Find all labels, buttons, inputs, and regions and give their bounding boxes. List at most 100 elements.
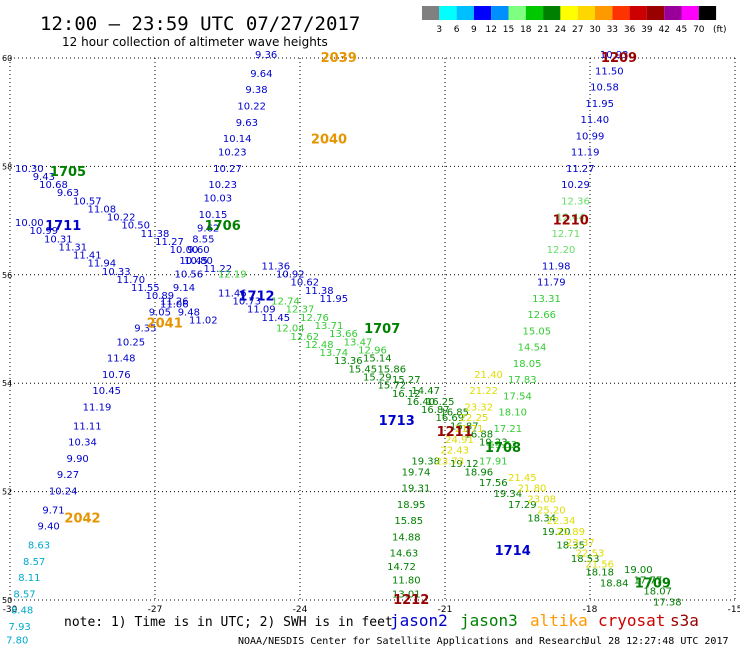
wave-height-label: 11.27 — [155, 237, 184, 248]
wave-height-label: 11.95 — [320, 294, 349, 305]
y-tick-label: 56 — [2, 271, 12, 280]
wave-height-label: 12.71 — [552, 229, 581, 240]
wave-height-label: 21.45 — [508, 473, 537, 484]
pass-label: 1212 — [393, 593, 429, 608]
wave-height-label: 19.74 — [402, 467, 431, 478]
wave-height-label: 11.50 — [595, 66, 624, 77]
pass-label: 2041 — [147, 317, 183, 332]
pass-labels: 2039 2040 1705 1706 1711 1712 2041 1707 1713 1211… — [45, 51, 671, 608]
wave-height-label: 9.63 — [57, 188, 79, 199]
wave-height-label: 10.03 — [204, 194, 233, 205]
wave-height-label: 11.46 — [218, 288, 247, 299]
colorbar-swatch — [681, 6, 699, 20]
colorbar-swatch — [439, 6, 457, 20]
colorbar-tick: 24 — [555, 25, 567, 35]
footer-timestamp: Jul 28 12:27:48 UTC 2017 — [584, 636, 729, 647]
wave-height-label: 9.36 — [255, 50, 277, 61]
chart-subtitle: 12 hour collection of altimeter wave hei… — [62, 35, 328, 49]
plot-grid — [9, 57, 736, 601]
wave-height-label: 10.80 — [184, 256, 213, 267]
wave-height-label: 9.35 — [134, 324, 156, 335]
wave-height-label: 9.63 — [236, 118, 258, 129]
wave-height-label: 11.38 — [141, 229, 170, 240]
wave-height-label: 25.20 — [537, 505, 566, 516]
wave-height-label: 21.80 — [518, 484, 547, 495]
wave-height-label: 12.19 — [218, 270, 247, 281]
pass-label: 1708 — [485, 441, 521, 456]
wave-height-label: 14.63 — [390, 549, 419, 560]
wave-height-label: 14.72 — [387, 562, 416, 573]
y-tick-label: 54 — [2, 379, 12, 388]
wave-height-label: 10.45 — [179, 256, 208, 267]
wave-height-label: 10.92 — [276, 270, 305, 281]
wave-height-label: 7.93 — [9, 622, 31, 633]
footer-note: note: 1) Time is in UTC; 2) SWH is in fe… — [64, 615, 393, 630]
pass-label: 1707 — [364, 322, 400, 337]
wave-height-label: 9.14 — [173, 283, 195, 294]
wave-height-label: 11.98 — [542, 261, 571, 272]
wave-height-label: 19.38 — [411, 457, 440, 468]
wave-height-label: 10.33 — [102, 267, 131, 278]
colorbar-swatch — [629, 6, 647, 20]
wave-height-label: 10.25 — [117, 337, 146, 348]
colorbar-tick: 36 — [624, 25, 636, 35]
colorbar-tick: 21 — [537, 25, 548, 35]
wave-height-label: 8.57 — [13, 589, 35, 600]
colorbar-swatch — [543, 6, 561, 20]
wave-height-label: 12.20 — [547, 245, 576, 256]
wave-height-label: 22.34 — [547, 516, 576, 527]
wave-height-label: 21.71 — [455, 424, 484, 435]
wave-height-label: 9.60 — [187, 245, 209, 256]
wave-height-label: 11.31 — [59, 242, 88, 253]
pass-label: 1210 — [553, 214, 589, 229]
wave-height-label: 11.08 — [88, 204, 117, 215]
wave-height-label: 8.48 — [11, 606, 33, 617]
wave-height-label: 12.62 — [291, 332, 320, 343]
wave-height-label: 12.44 — [556, 213, 585, 224]
wave-height-label: 10.22 — [237, 101, 266, 112]
wave-height-label: 11.94 — [88, 259, 117, 270]
wave-height-label: 13.31 — [532, 294, 561, 305]
pass-label: 1711 — [45, 219, 81, 234]
wave-height-label: 17.29 — [508, 500, 537, 511]
colorbar-tick: 42 — [658, 25, 669, 35]
wave-height-label: 13.66 — [329, 329, 358, 340]
wave-height-label: 18.07 — [643, 587, 672, 598]
wave-height-label: 10.23 — [218, 148, 247, 159]
wave-height-label: 13.01 — [392, 589, 421, 600]
wave-height-label: 15.86 — [378, 364, 407, 375]
wave-height-label: 18.96 — [465, 467, 494, 478]
wave-height-label: 10.22 — [107, 213, 136, 224]
wave-height-label: 10.31 — [44, 234, 73, 245]
wave-height-label: 11.09 — [247, 305, 276, 316]
colorbar-swatch — [491, 6, 509, 20]
wave-height-label: 10.62 — [291, 278, 320, 289]
x-tick-label: -30 — [3, 605, 18, 615]
wave-height-label: 10.00 — [15, 218, 44, 229]
wave-height-label: 19.52 — [489, 440, 518, 451]
wave-height-label: 14.47 — [411, 386, 440, 397]
wave-height-label: 23.08 — [527, 494, 556, 505]
x-tick-label: -27 — [148, 605, 163, 615]
colorbar-swatch — [473, 6, 492, 20]
plot-axes: -30 -27 -24 -21 -18 -15 50 52 54 56 58 60 — [2, 54, 740, 615]
colorbar-tick: 70 — [693, 25, 705, 35]
wave-height-label: 8.11 — [18, 573, 40, 584]
wave-height-label: 21.89 — [556, 527, 585, 538]
wave-height-label: 10.99 — [30, 226, 59, 237]
wave-height-label: 10.29 — [561, 180, 590, 191]
colorbar-swatch — [525, 6, 544, 20]
wave-height-label: 15.27 — [392, 375, 421, 386]
wave-height-label: 17.83 — [508, 375, 537, 386]
wave-height-label: 11.40 — [581, 115, 610, 126]
wave-height-label: 19.23 — [479, 438, 508, 449]
wave-height-label: 10.23 — [208, 180, 237, 191]
wave-height-label: 9.27 — [57, 470, 79, 481]
wave-height-label: 15.29 — [363, 372, 392, 383]
wave-height-label: 10.99 — [576, 131, 605, 142]
wave-height-label: 18.35 — [556, 541, 585, 552]
colorbar-tick: 27 — [572, 25, 583, 35]
wave-height-label: 11.48 — [107, 354, 136, 365]
wave-height-label: 13.71 — [315, 321, 344, 332]
wave-height-label: 11.27 — [566, 164, 595, 175]
